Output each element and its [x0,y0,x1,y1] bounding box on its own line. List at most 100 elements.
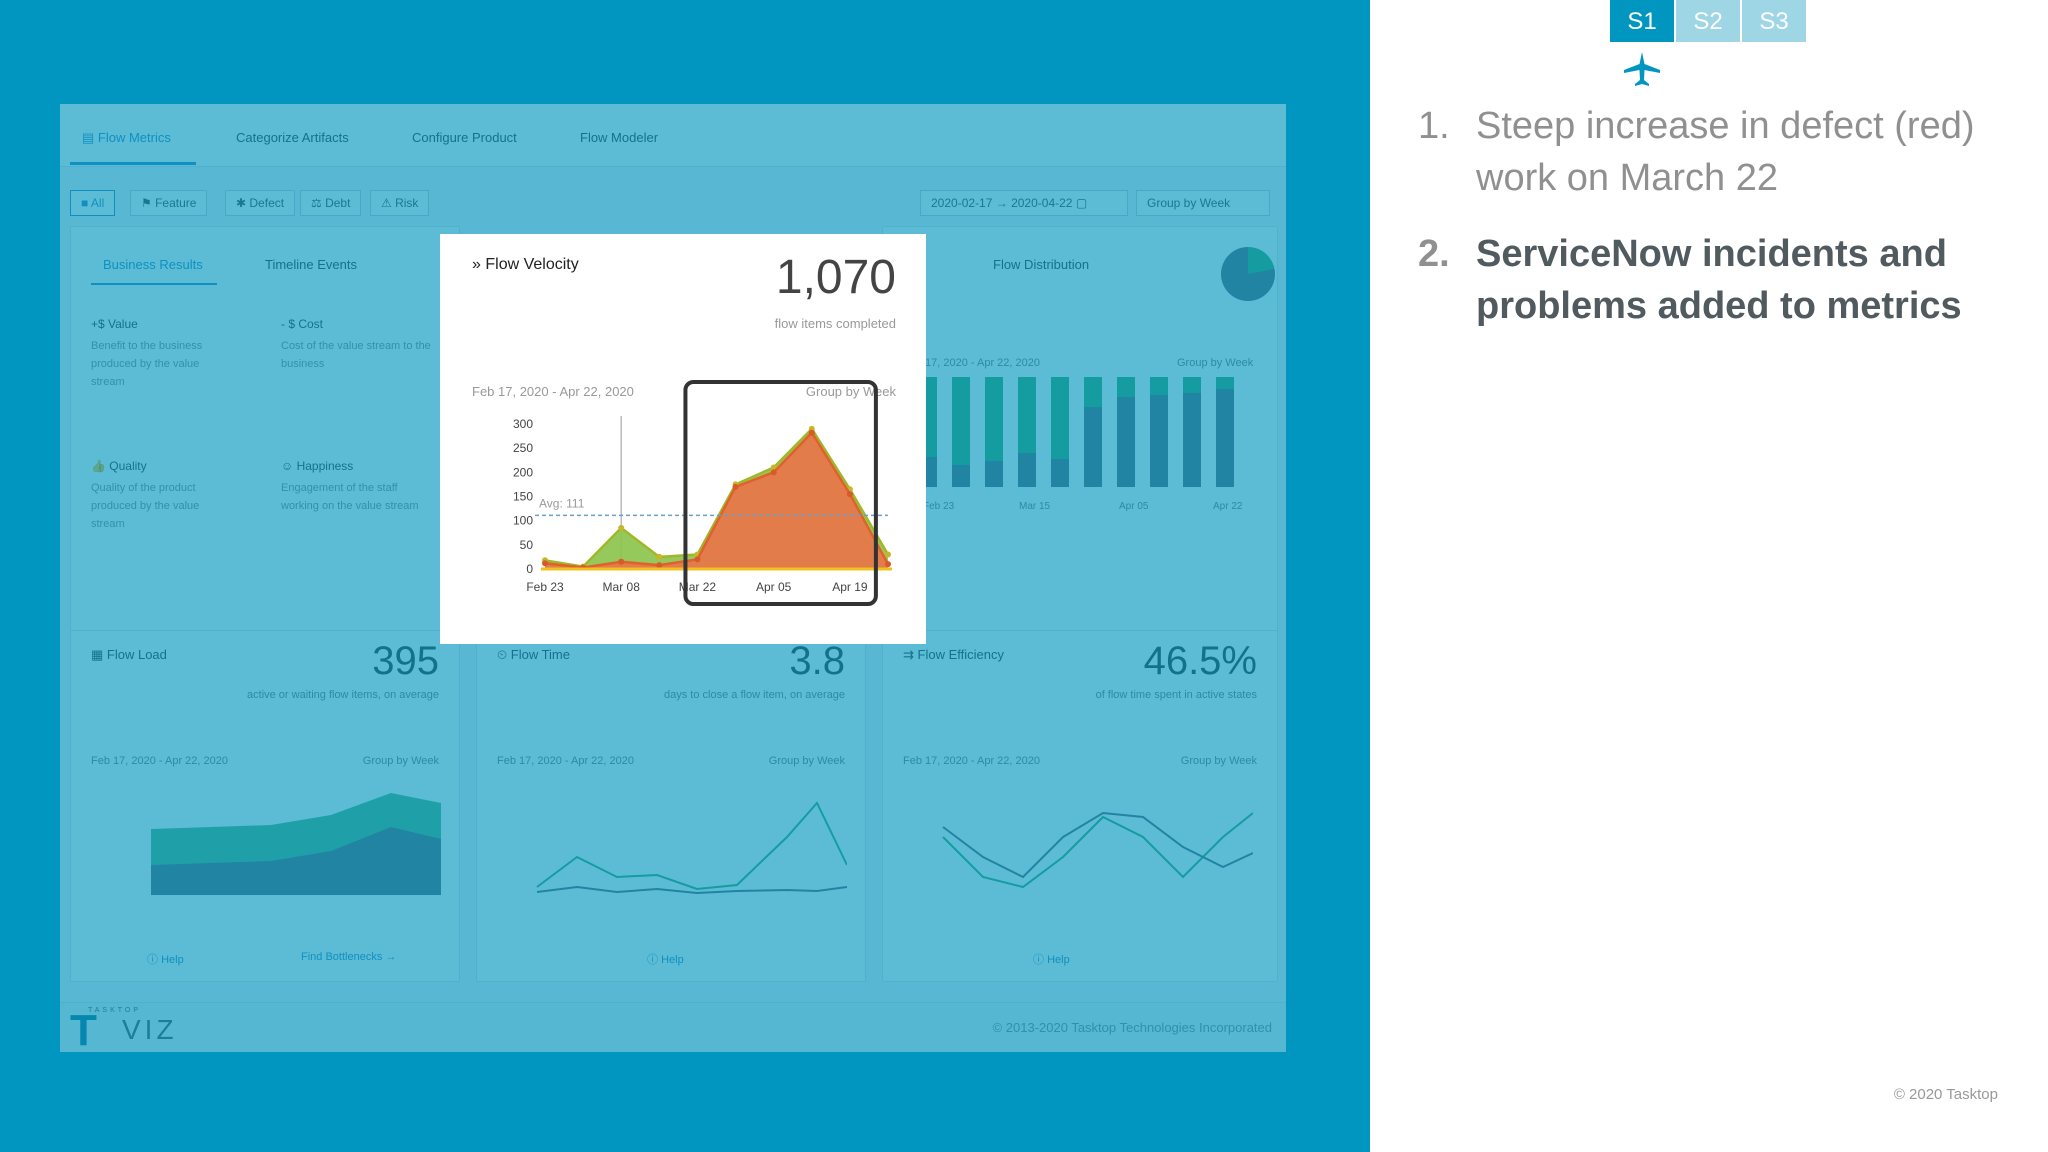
debt-icon: ⚖ [311,196,326,210]
slide-tab-s2[interactable]: S2 [1676,0,1740,42]
manage-link[interactable]: ✎ Manage [341,681,393,694]
distribution-bars [919,377,1234,487]
help-link[interactable]: ⓘ Help [1033,954,1070,966]
app-copyright: © 2013-2020 Tasktop Technologies Incorpo… [992,1020,1272,1035]
filter-risk[interactable]: ⚠ Risk [370,190,430,216]
highlight-box [683,380,878,606]
distribution-bar-other [1051,459,1069,487]
flow-time-sub: days to close a flow item, on average [664,689,845,701]
cost-title: - $ Cost [281,317,324,331]
line-feature [544,426,890,568]
flow-load-sub: active or waiting flow items, on average [247,689,439,701]
date-range-picker[interactable]: 2020-02-17 → 2020-04-22 ▢ [920,190,1128,216]
cost-desc: Cost of the value stream to the business [281,340,431,370]
line-defect [544,430,890,569]
distribution-date: Feb 17, 2020 - Apr 22, 2020 [903,357,1040,369]
help-link[interactable]: ⓘ Help [1033,681,1070,697]
bullet-1-text: Steep increase in defect (red) work on M… [1476,105,1975,199]
flow-load-title: ▦ Flow Load [91,647,167,662]
distribution-bar-feature [1084,377,1102,407]
tab-business-results[interactable]: Business Results [103,257,203,272]
find-bottlenecks-link[interactable]: Find Bottlenecks → [301,951,397,963]
tab-flow-modeler[interactable]: Flow Modeler [580,130,659,145]
distribution-bar-other [985,461,1003,487]
average-label: Avg: 111 [539,496,585,510]
app-footer [60,1002,1286,1052]
quality-desc: Quality of the product produced by the v… [91,482,200,530]
point-defect [656,562,663,569]
bullet-2-text: ServiceNow incidents and problems added … [1476,233,1962,327]
flow-time-chart [536,801,847,895]
dist-xtick: Apr 05 [1119,501,1149,512]
tab-flow-metrics[interactable]: ▤ Flow Metrics [82,130,171,145]
dist-xtick: Apr 22 [1213,501,1243,512]
y-tick-label: 300 [513,417,533,431]
point-feature [656,553,663,560]
dist-xtick: Feb 23 [923,501,955,512]
viz-logo: VIZ [122,1014,178,1045]
flow-efficiency-date: Feb 17, 2020 - Apr 22, 2020 [903,755,1040,767]
flow-load-date: Feb 17, 2020 - Apr 22, 2020 [91,755,228,767]
point-defect [885,561,891,568]
y-tick-label: 0 [526,562,533,576]
filter-defect[interactable]: ✱ Defect [225,190,296,216]
active-tab-underline [70,162,196,165]
help-link[interactable]: ⓘ Help [647,954,684,966]
flow-velocity-card: » Flow Velocity 1,070 flow items complet… [440,234,926,644]
point-defect [542,560,548,567]
distribution-bar-other [1084,407,1102,487]
point-feature [885,551,891,558]
flow-time-card: ⏲ Flow Time 3.8 days to close a flow ite… [476,630,866,982]
filter-debt[interactable]: ⚖ Debt [300,190,362,216]
x-tick-label: Mar 08 [603,580,641,594]
distribution-bar-feature [985,377,1003,461]
area-defect [545,432,888,569]
distribution-bar-other [952,465,970,487]
point-defect [694,556,701,563]
top-nav [60,104,1286,167]
tab-configure-product[interactable]: Configure Product [412,130,517,145]
point-feature [618,524,625,531]
airplane-icon [1624,52,1660,86]
distribution-bar-other [1018,453,1036,487]
distribution-bar-other [1216,389,1234,487]
x-tick-label: Mar 22 [679,580,717,594]
flow-load-card: ▦ Flow Load 395 active or waiting flow i… [70,630,460,982]
y-tick-label: 100 [513,514,533,528]
filter-all[interactable]: ■ All [70,190,116,216]
group-by-select[interactable]: Group by Week [1136,190,1270,216]
help-link[interactable]: ⓘ Help [147,954,184,966]
bug-icon: ✱ [236,196,250,210]
flow-time-title: ⏲ Flow Time [497,647,570,662]
distribution-bar-feature [1150,377,1168,395]
flow-efficiency-chart [942,811,1253,889]
slide-tab-s1[interactable]: S1 [1610,0,1674,42]
slide-tab-s3[interactable]: S3 [1742,0,1806,42]
distribution-bar-other [1117,397,1135,487]
smile-icon: ☺ [281,459,297,473]
tab-categorize-artifacts[interactable]: Categorize Artifacts [236,130,349,145]
distribution-title: Flow Distribution [993,257,1090,272]
tab-timeline-events[interactable]: Timeline Events [265,257,357,272]
y-tick-label: 200 [513,465,533,479]
velocity-date-range: Feb 17, 2020 - Apr 22, 2020 [472,384,634,399]
flow-load-group: Group by Week [362,755,439,767]
distribution-bar-other [1150,395,1168,487]
flow-efficiency-value: 46.5% [1143,639,1257,683]
flow-efficiency-sub: of flow time spent in active states [1095,689,1257,701]
y-tick-label: 250 [513,441,533,455]
y-tick-label: 150 [513,490,533,504]
help-link[interactable]: ⓘ Help [151,681,188,697]
double-chevron-icon: » [472,256,481,273]
bullet-1-number: 1. [1418,105,1450,147]
filter-feature[interactable]: ⚑ Feature [130,190,208,216]
flow-velocity-subtitle: flow items completed [774,316,896,331]
point-defect [732,483,739,490]
x-tick-label: Apr 19 [832,580,868,594]
slide-left-panel: ▤ Flow Metrics Categorize Artifacts Conf… [0,0,1370,1152]
distribution-pie [1221,247,1275,301]
distribution-group: Group by Week [1177,357,1254,369]
quality-title: 👍 Quality [91,459,147,473]
flow-efficiency-title: ⇉ Flow Efficiency [903,647,1004,662]
business-results-card: Business Results Timeline Events +$ Valu… [70,226,460,722]
